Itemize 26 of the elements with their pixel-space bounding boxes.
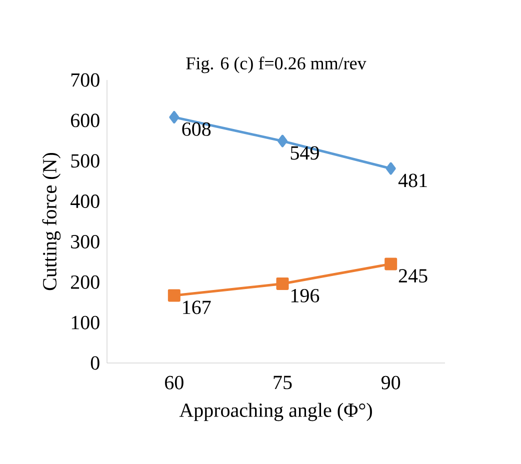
- data-label: 608: [182, 122, 211, 136]
- point: [169, 110, 180, 124]
- point: [276, 278, 289, 290]
- data-label: 481: [398, 174, 427, 188]
- y-tick-label: 500: [71, 154, 100, 168]
- y-tick-label: 0: [90, 356, 100, 370]
- point: [168, 289, 180, 302]
- y-tick-label: 100: [72, 316, 100, 330]
- x-tick-label: 60: [165, 376, 184, 390]
- y-axis-title: Cutting force (N): [42, 152, 61, 290]
- x-axis-title: Approaching angle (Φ°): [179, 402, 372, 422]
- data-label: 549: [290, 146, 319, 160]
- data-label: 167: [183, 300, 211, 314]
- x-tick-label: 90: [381, 376, 400, 390]
- y-tick-label: 200: [71, 275, 100, 289]
- y-tick-label: 600: [70, 114, 100, 128]
- chart-title: Fig. 6 (c) f=0.26 mm/rev: [186, 56, 366, 74]
- point: [384, 258, 398, 270]
- x-tick-label: 75: [274, 376, 292, 390]
- y-tick-label: 300: [71, 234, 100, 248]
- point: [278, 134, 288, 148]
- data-label: 245: [398, 269, 428, 283]
- point: [386, 162, 396, 175]
- data-label: 196: [291, 288, 320, 302]
- y-tick-label: 400: [70, 194, 100, 208]
- y-tick-label: 700: [71, 73, 100, 87]
